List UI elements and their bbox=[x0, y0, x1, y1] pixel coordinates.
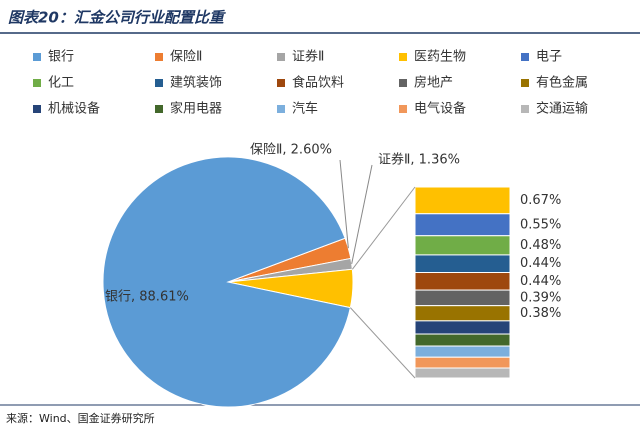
legend-swatch bbox=[33, 105, 41, 113]
legend-swatch bbox=[33, 53, 41, 61]
leader-line bbox=[339, 159, 349, 249]
bar-segment bbox=[414, 305, 511, 322]
legend-label: 银行 bbox=[48, 50, 74, 65]
data-label: 证券Ⅱ, 1.36% bbox=[378, 152, 460, 168]
bar-segment bbox=[414, 320, 511, 335]
connector bbox=[349, 307, 416, 379]
source: 来源：Wind、国金证券研究所 bbox=[6, 411, 155, 425]
data-label: 0.67% bbox=[520, 193, 561, 208]
legend-swatch bbox=[521, 53, 529, 61]
legend-swatch bbox=[277, 105, 285, 113]
legend-swatch bbox=[399, 53, 407, 61]
bar-segment bbox=[414, 367, 511, 379]
legend-label: 交通运输 bbox=[536, 101, 588, 117]
chart-title: 图表20：汇金公司行业配置比重 bbox=[8, 9, 227, 27]
legend-label: 化工 bbox=[48, 76, 74, 91]
data-label: 保险Ⅱ, 2.60% bbox=[250, 143, 332, 158]
bar-segment bbox=[414, 333, 511, 347]
legend-label: 汽车 bbox=[292, 101, 318, 117]
legend-swatch bbox=[33, 79, 41, 87]
data-label: 0.38% bbox=[520, 306, 561, 321]
legend-label: 房地产 bbox=[414, 75, 453, 91]
legend-label: 有色金属 bbox=[536, 75, 588, 91]
data-label: 0.55% bbox=[520, 217, 561, 232]
bar-segment bbox=[414, 345, 511, 358]
legend-label: 电气设备 bbox=[414, 101, 466, 117]
data-label: 0.44% bbox=[520, 274, 561, 289]
legend-swatch bbox=[277, 79, 285, 87]
bar-segment bbox=[414, 272, 511, 291]
bar-segment bbox=[414, 356, 511, 369]
connector bbox=[351, 186, 416, 270]
legend-swatch bbox=[399, 79, 407, 87]
legend-label: 电子 bbox=[536, 50, 562, 65]
bar-segment bbox=[414, 213, 511, 237]
legend-label: 保险Ⅱ bbox=[170, 50, 202, 65]
leader-line bbox=[351, 164, 373, 264]
bar-segment bbox=[414, 289, 511, 307]
bar-segment bbox=[414, 254, 511, 274]
legend-label: 证券Ⅱ bbox=[292, 49, 324, 65]
legend-swatch bbox=[277, 53, 285, 61]
legend-label: 医药生物 bbox=[414, 50, 466, 65]
legend-label: 食品饮料 bbox=[292, 75, 344, 91]
data-label: 0.44% bbox=[520, 256, 561, 271]
legend-swatch bbox=[155, 79, 163, 87]
pie-slice bbox=[102, 156, 351, 408]
bar-segment bbox=[414, 186, 511, 215]
data-label: 银行, 88.61% bbox=[105, 290, 189, 305]
legend-swatch bbox=[521, 105, 529, 113]
bar-segment bbox=[414, 235, 511, 256]
legend-swatch bbox=[155, 53, 163, 61]
legend-label: 家用电器 bbox=[170, 101, 222, 117]
data-label: 0.39% bbox=[520, 290, 561, 305]
legend-swatch bbox=[155, 105, 163, 113]
legend-label: 建筑装饰 bbox=[170, 75, 222, 91]
legend-swatch bbox=[399, 105, 407, 113]
legend-swatch bbox=[521, 79, 529, 87]
data-label: 0.48% bbox=[520, 238, 561, 253]
legend-label: 机械设备 bbox=[48, 101, 100, 117]
